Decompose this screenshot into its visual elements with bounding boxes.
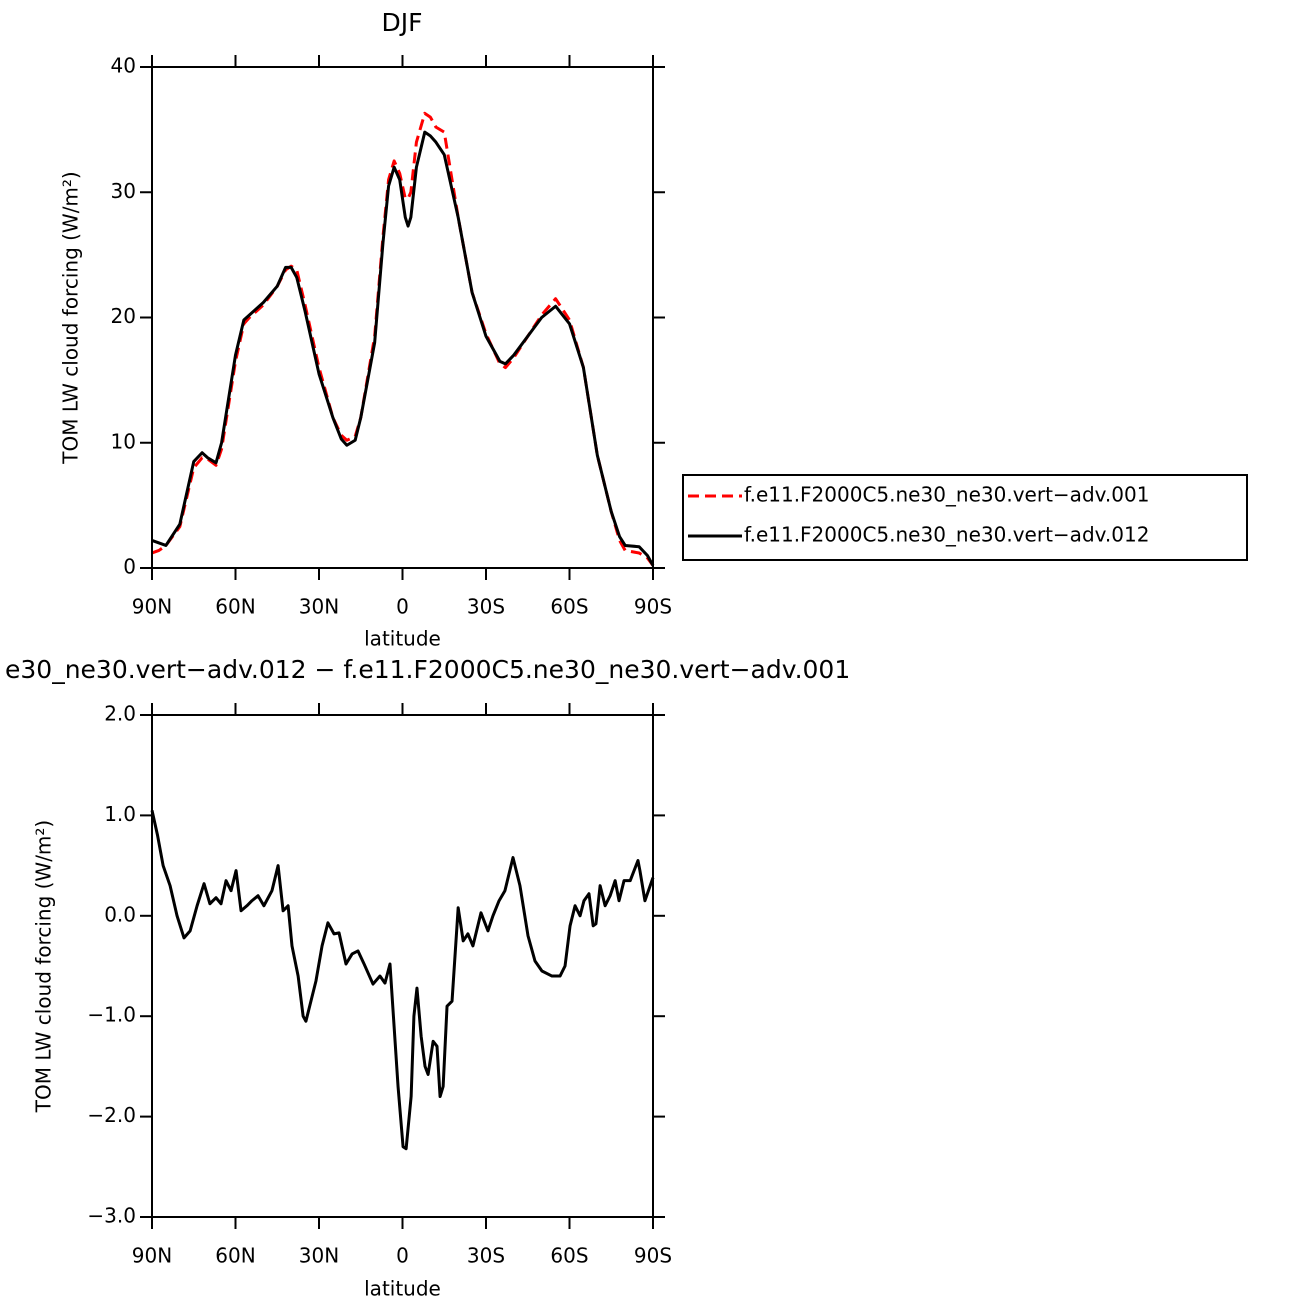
chart-title: DJF — [381, 8, 422, 37]
x-tick-label: 90N — [132, 595, 172, 619]
legend-label: f.e11.F2000C5.ne30_ne30.vert−adv.012 — [744, 523, 1149, 547]
x-tick-label: 30N — [299, 595, 339, 619]
y-tick-label: −3.0 — [87, 1204, 136, 1228]
x-tick-label: 60N — [215, 595, 255, 619]
y-tick-label: −1.0 — [87, 1003, 136, 1027]
x-tick-label: 30S — [467, 595, 505, 619]
x-tick-label: 60S — [550, 1244, 588, 1268]
legend-box — [682, 474, 1248, 561]
x-tick-label: 0 — [396, 595, 409, 619]
data-line — [150, 810, 655, 1151]
y-tick-label: 40 — [111, 54, 136, 78]
y-tick-label: 2.0 — [104, 702, 136, 726]
y-tick-label: 0 — [123, 555, 136, 579]
y-tick-label: 20 — [111, 304, 136, 328]
x-tick-label: 60S — [550, 595, 588, 619]
y-axis-label: TOM LW cloud forcing (W/m²) — [59, 171, 83, 465]
y-tick-label: 1.0 — [104, 802, 136, 826]
chart-title: e30_ne30.vert−adv.012 − f.e11.F2000C5.ne… — [5, 655, 850, 684]
x-tick-label: 30S — [467, 1244, 505, 1268]
y-tick-label: 10 — [111, 429, 136, 453]
y-axis-label: TOM LW cloud forcing (W/m²) — [32, 820, 56, 1114]
plot-frame — [151, 66, 654, 569]
x-tick-label: 90S — [634, 595, 672, 619]
y-tick-label: 0.0 — [104, 902, 136, 926]
x-axis-label: latitude — [364, 627, 441, 651]
plot-frame — [151, 714, 654, 1218]
y-tick-label: 30 — [111, 179, 136, 203]
legend-label: f.e11.F2000C5.ne30_ne30.vert−adv.001 — [744, 483, 1149, 507]
x-tick-label: 30N — [299, 1244, 339, 1268]
x-axis-label: latitude — [364, 1277, 441, 1301]
data-line — [151, 111, 655, 567]
x-tick-label: 60N — [215, 1244, 255, 1268]
y-tick-label: −2.0 — [87, 1103, 136, 1127]
x-tick-label: 90N — [132, 1244, 172, 1268]
x-tick-label: 0 — [396, 1244, 409, 1268]
x-tick-label: 90S — [634, 1244, 672, 1268]
data-line — [151, 130, 655, 567]
